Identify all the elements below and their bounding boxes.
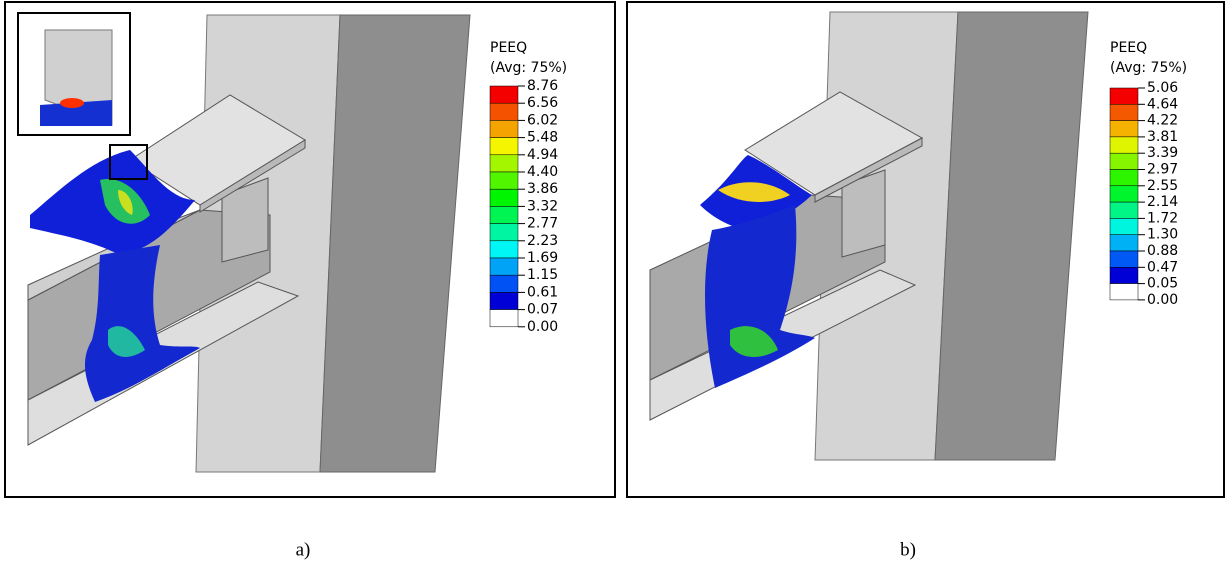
legend-label: 4.22 bbox=[1147, 113, 1178, 129]
legend-label: 8.76 bbox=[527, 78, 558, 94]
figure: a) b) PEEQ (Avg: 75%) 8.766.566.02 5.484.94… bbox=[0, 0, 1229, 577]
legend-swatch bbox=[490, 103, 518, 120]
legend-subtitle: (Avg: 75%) bbox=[1110, 60, 1187, 76]
legend-swatch bbox=[1110, 284, 1138, 300]
legend-label: 0.61 bbox=[527, 284, 558, 300]
legend-swatch bbox=[1110, 104, 1138, 120]
legend-label: 3.32 bbox=[527, 198, 558, 214]
legend-title: PEEQ bbox=[490, 40, 527, 56]
legend-label: 6.56 bbox=[527, 95, 558, 111]
legend-swatch bbox=[1110, 137, 1138, 153]
page: a) b) PEEQ (Avg: 75%) 8.766.566.02 5.484.94… bbox=[0, 0, 1229, 577]
legend-swatch bbox=[490, 189, 518, 206]
legend-label: 0.00 bbox=[1147, 292, 1178, 308]
legend-swatch bbox=[490, 241, 518, 258]
legend-swatch bbox=[1110, 267, 1138, 283]
legend-swatch bbox=[1110, 251, 1138, 267]
legend-swatch bbox=[1110, 170, 1138, 186]
legend-swatch bbox=[490, 275, 518, 292]
legend-swatch bbox=[490, 86, 518, 103]
legend-swatch bbox=[1110, 202, 1138, 218]
legend-swatch bbox=[490, 224, 518, 241]
legend-swatch bbox=[490, 206, 518, 223]
legend-swatch bbox=[1110, 235, 1138, 251]
legend-label: 6.02 bbox=[527, 112, 558, 128]
legend-label: 2.23 bbox=[527, 233, 558, 249]
legend-label: 5.06 bbox=[1147, 80, 1178, 96]
legend-label: 3.86 bbox=[527, 181, 558, 197]
legend-label: 2.97 bbox=[1147, 162, 1178, 178]
legend-label: 5.48 bbox=[527, 130, 558, 146]
legend-label: 0.88 bbox=[1147, 243, 1178, 259]
legend-swatch bbox=[1110, 153, 1138, 169]
legend-label: 3.81 bbox=[1147, 129, 1178, 145]
legend-swatch bbox=[490, 258, 518, 275]
legend-swatch bbox=[490, 120, 518, 137]
legend-label: 0.05 bbox=[1147, 276, 1178, 292]
legend-title: PEEQ bbox=[1110, 40, 1147, 56]
legend-swatch bbox=[490, 155, 518, 172]
caption: b) bbox=[900, 539, 916, 560]
legend-swatch bbox=[490, 292, 518, 309]
legend-label: 0.00 bbox=[527, 319, 558, 335]
legend-label: 4.40 bbox=[527, 164, 558, 180]
legend-swatch bbox=[1110, 186, 1138, 202]
legend-label: 4.94 bbox=[527, 147, 558, 163]
legend-label: 1.72 bbox=[1147, 210, 1178, 226]
legend-label: 1.15 bbox=[527, 267, 558, 283]
legend-swatch bbox=[1110, 218, 1138, 234]
legend-label: 2.55 bbox=[1147, 178, 1178, 194]
legend-label: 1.69 bbox=[527, 250, 558, 266]
legend-swatch bbox=[490, 310, 518, 327]
legend-label: 1.30 bbox=[1147, 227, 1178, 243]
legend-swatch bbox=[1110, 121, 1138, 137]
legend-label: 2.77 bbox=[527, 216, 558, 232]
legend-label: 2.14 bbox=[1147, 194, 1178, 210]
legend-subtitle: (Avg: 75%) bbox=[490, 60, 567, 76]
legend-label: 3.39 bbox=[1147, 145, 1178, 161]
legend-label: 0.07 bbox=[527, 302, 558, 318]
legend-label: 0.47 bbox=[1147, 259, 1178, 275]
legend-swatch bbox=[490, 138, 518, 155]
legend-swatch bbox=[490, 172, 518, 189]
inset-strain bbox=[60, 98, 84, 108]
legend-swatch bbox=[1110, 88, 1138, 104]
legend-label: 4.64 bbox=[1147, 96, 1178, 112]
caption: a) bbox=[296, 539, 311, 560]
